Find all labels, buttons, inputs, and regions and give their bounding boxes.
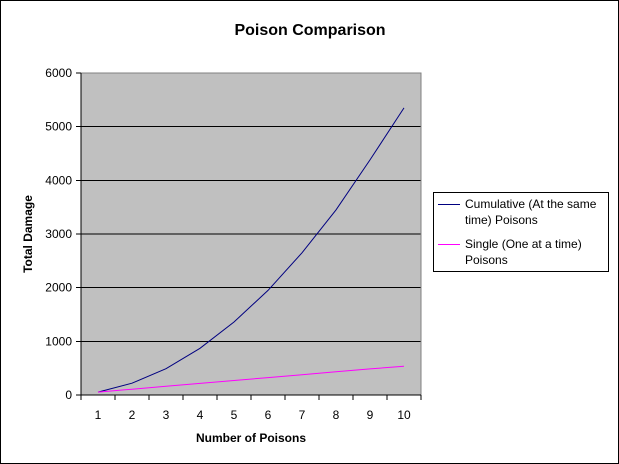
chart-title: Poison Comparison [234, 22, 385, 39]
legend: Cumulative (At the same time) Poisons Si… [433, 192, 609, 272]
x-tick-label-7: 7 [299, 408, 306, 422]
x-tick-label-1: 1 [95, 408, 102, 422]
legend-label-single: Single (One at a time) Poisons [465, 237, 582, 267]
x-tick-label-3: 3 [163, 408, 170, 422]
y-tick-label-2000: 2000 [45, 281, 72, 295]
legend-label-cumulative: Cumulative (At the same time) Poisons [465, 197, 597, 227]
tick-marks: 0 1000 2000 3000 4000 5000 6000 1 2 3 4 5 6 7 8 9 10 [45, 66, 422, 422]
x-tick-label-8: 8 [333, 408, 340, 422]
series-line-0 [97, 107, 405, 393]
x-tick-label-4: 4 [197, 408, 204, 422]
y-tick-label-0: 0 [65, 388, 72, 402]
y-tick-label-5000: 5000 [45, 120, 72, 134]
series-line-1 [97, 365, 405, 393]
x-axis-title: Number of Poisons [196, 431, 306, 445]
y-tick-label-4000: 4000 [45, 173, 72, 187]
legend-swatch-cumulative [438, 204, 460, 205]
y-tick-label-1000: 1000 [45, 334, 72, 348]
x-tick-label-10: 10 [397, 408, 411, 422]
x-tick-label-9: 9 [367, 408, 374, 422]
x-tick-label-5: 5 [231, 408, 238, 422]
legend-item-single: Single (One at a time) Poisons [434, 233, 610, 273]
legend-swatch-single [438, 244, 460, 245]
y-axis-title: Total Damage [21, 195, 35, 273]
series-lines [97, 107, 405, 393]
x-tick-label-6: 6 [265, 408, 272, 422]
legend-item-cumulative: Cumulative (At the same time) Poisons [434, 193, 610, 233]
y-tick-label-3000: 3000 [45, 227, 72, 241]
x-tick-label-2: 2 [129, 408, 136, 422]
y-tick-label-6000: 6000 [45, 66, 72, 80]
